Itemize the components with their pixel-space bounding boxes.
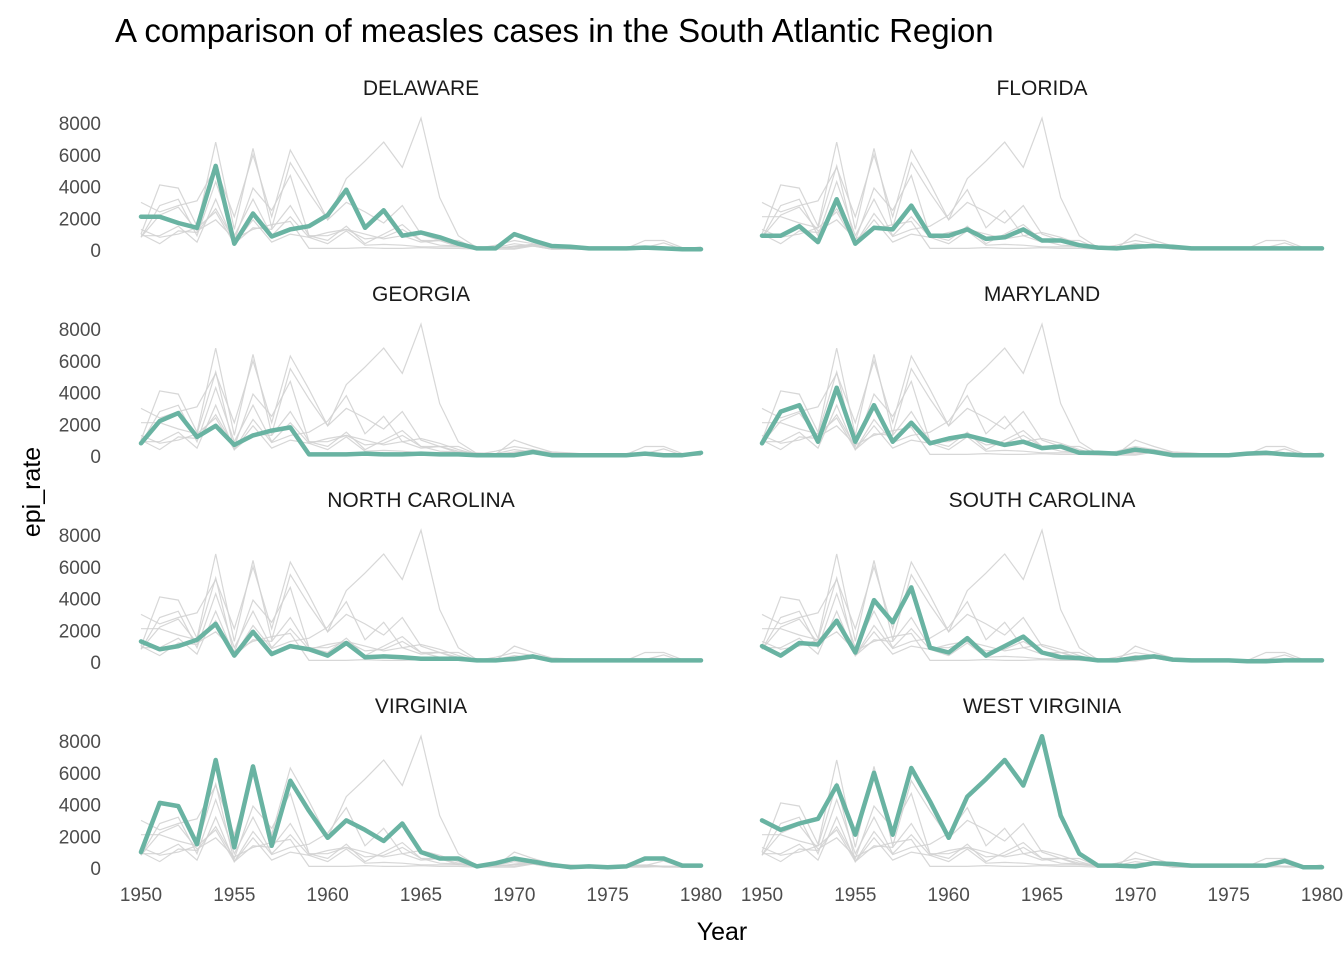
x-tick-label: 1965: [1021, 885, 1063, 906]
x-tick-label: 1980: [1301, 885, 1343, 906]
y-tick-label: 2000: [59, 209, 101, 230]
x-tick-label: 1975: [1208, 885, 1250, 906]
facet-panel: MARYLAND: [759, 283, 1325, 458]
x-tick-label: 1960: [307, 885, 349, 906]
y-tick-label: 6000: [59, 764, 101, 785]
y-tick-label: 4000: [59, 178, 101, 199]
facet-label: SOUTH CAROLINA: [949, 489, 1136, 512]
y-tick-label: 0: [90, 447, 101, 468]
x-tick-label: 1970: [493, 885, 535, 906]
y-tick-label: 4000: [59, 384, 101, 405]
y-tick-label: 6000: [59, 558, 101, 579]
x-axis-title: Year: [697, 918, 748, 946]
highlight-series-line: [759, 196, 1325, 251]
facet-panel: VIRGINIA 0 2000 4000 6000 8000 1950 1955 1960 196…: [59, 695, 722, 906]
y-tick-label: 6000: [59, 352, 101, 373]
facet-label: WEST VIRGINIA: [963, 695, 1121, 718]
y-tick-label: 0: [90, 653, 101, 674]
facet-label: FLORIDA: [996, 77, 1087, 100]
facet-label: DELAWARE: [363, 77, 479, 100]
highlight-series-line: [759, 733, 1325, 870]
highlight-series-line: [138, 621, 704, 663]
background-series-line: [140, 553, 701, 662]
y-tick-label: 8000: [59, 732, 101, 753]
facet-label: VIRGINIA: [375, 695, 467, 718]
x-tick-label: 1975: [587, 885, 629, 906]
background-series-line: [761, 141, 1322, 250]
facet-label: GEORGIA: [372, 283, 470, 306]
y-tick-label: 2000: [59, 621, 101, 642]
highlight-series-line: [759, 385, 1325, 458]
y-tick-label: 8000: [59, 320, 101, 341]
x-tick-label: 1960: [928, 885, 970, 906]
highlight-series-line: [138, 757, 704, 870]
background-series-line: [761, 553, 1322, 662]
x-tick-label: 1970: [1114, 885, 1156, 906]
facet-panel: WEST VIRGINIA 1950 1955 1960 1965 1970 1975 198…: [741, 695, 1343, 906]
chart-title: A comparison of measles cases in the Sou…: [115, 12, 994, 49]
x-tick-label: 1950: [741, 885, 783, 906]
facet-label: MARYLAND: [984, 283, 1100, 306]
x-tick-label: 1955: [834, 885, 876, 906]
background-series-line: [761, 347, 1322, 456]
facet-panel: NORTH CAROLINA 0 2000 4000 6000 8000: [59, 489, 704, 674]
x-tick-label: 1980: [680, 885, 722, 906]
facet-label: NORTH CAROLINA: [327, 489, 514, 512]
y-tick-label: 6000: [59, 146, 101, 167]
facet-panels: DELAWARE 0 2000 4000 6000 8000 FLORIDA GEORGIA 0…: [59, 77, 1343, 906]
facet-panel: SOUTH CAROLINA: [759, 489, 1325, 664]
y-tick-label: 0: [90, 859, 101, 880]
highlight-series-line: [138, 163, 704, 252]
y-tick-label: 8000: [59, 526, 101, 547]
y-tick-label: 4000: [59, 590, 101, 611]
x-tick-label: 1955: [213, 885, 255, 906]
y-tick-label: 2000: [59, 415, 101, 436]
y-tick-label: 8000: [59, 114, 101, 135]
y-tick-label: 4000: [59, 796, 101, 817]
facet-panel: GEORGIA 0 2000 4000 6000 8000: [59, 283, 704, 468]
highlight-series-line: [759, 585, 1325, 664]
x-tick-label: 1965: [400, 885, 442, 906]
facet-panel: FLORIDA: [759, 77, 1325, 251]
y-axis-title: epi_rate: [18, 447, 46, 537]
highlight-series-line: [138, 410, 704, 458]
facet-panel: DELAWARE 0 2000 4000 6000 8000: [59, 77, 704, 262]
background-series-line: [140, 347, 701, 456]
x-tick-label: 1950: [120, 885, 162, 906]
y-tick-label: 0: [90, 241, 101, 262]
y-tick-label: 2000: [59, 827, 101, 848]
